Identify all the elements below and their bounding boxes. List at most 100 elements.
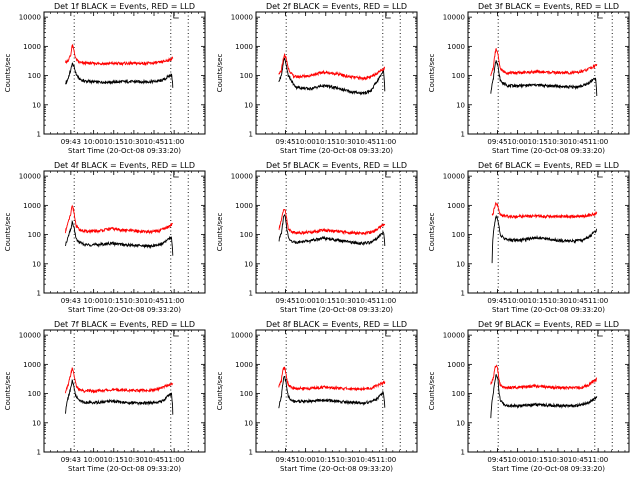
y-tick-label: 10 <box>456 260 465 268</box>
y-tick-label: 1000 <box>447 361 465 369</box>
x-axis-label: Start Time (20-Oct-08 09:33:20) <box>492 465 605 473</box>
x-tick-label: 09:45 <box>275 297 295 305</box>
y-tick-label: 1000 <box>23 202 41 210</box>
y-tick-label: 10000 <box>19 173 41 181</box>
y-axis-label: Counts/sec <box>428 372 436 411</box>
y-tick-label: 1 <box>461 449 465 457</box>
panel-title: Det 4f BLACK = Events, RED = LLD <box>54 161 195 170</box>
x-tick-label: 10:00 <box>84 138 104 146</box>
y-tick-label: 100 <box>240 231 253 239</box>
lld-series-line <box>490 48 598 76</box>
x-axis-label: Start Time (20-Oct-08 09:33:20) <box>68 465 181 473</box>
x-tick-label: 10:00 <box>296 297 316 305</box>
interval-bracket-icon <box>597 171 603 178</box>
x-tick-label: 09:45 <box>487 297 507 305</box>
y-tick-label: 1 <box>461 131 465 139</box>
y-tick-label: 10000 <box>443 332 465 340</box>
y-tick-label: 1 <box>37 290 41 298</box>
x-axis-label: Start Time (20-Oct-08 09:33:20) <box>492 147 605 155</box>
lld-series-line <box>490 364 597 391</box>
y-tick-label: 100 <box>240 72 253 80</box>
x-tick-label: 10:30 <box>124 297 144 305</box>
x-tick-label: 09:45 <box>275 456 295 464</box>
x-tick-label: 11:00 <box>376 297 396 305</box>
x-tick-label: 10:45 <box>144 456 164 464</box>
y-axis-label: Counts/sec <box>216 54 224 93</box>
x-tick-label: 10:15 <box>528 456 548 464</box>
y-tick-label: 10 <box>244 260 253 268</box>
y-tick-label: 1 <box>37 449 41 457</box>
x-tick-label: 10:45 <box>356 456 376 464</box>
interval-bracket-icon <box>597 330 603 337</box>
y-tick-label: 1000 <box>23 361 41 369</box>
y-axis-label: Counts/sec <box>4 213 12 252</box>
panel-det-6: Det 6f BLACK = Events, RED = LLD Counts/s… <box>428 161 630 314</box>
x-tick-label: 09:43 <box>61 456 81 464</box>
plot-frame <box>43 329 206 453</box>
events-series-line <box>65 220 174 256</box>
y-tick-label: 10000 <box>19 14 41 22</box>
plot-frame <box>255 170 418 294</box>
lld-series-line <box>65 367 174 394</box>
x-tick-label: 10:45 <box>356 138 376 146</box>
y-tick-label: 10000 <box>443 14 465 22</box>
y-tick-label: 10000 <box>231 14 253 22</box>
x-tick-label: 09:43 <box>61 138 81 146</box>
y-axis-label: Counts/sec <box>216 213 224 252</box>
events-series-line <box>490 374 598 419</box>
x-axis-label: Start Time (20-Oct-08 09:33:20) <box>280 147 393 155</box>
y-tick-label: 1 <box>249 449 253 457</box>
y-tick-label: 10 <box>244 419 253 427</box>
y-tick-label: 100 <box>28 231 41 239</box>
x-tick-label: 10:15 <box>316 456 336 464</box>
x-tick-label: 09:45 <box>275 138 295 146</box>
plot-frame <box>43 11 206 135</box>
y-tick-label: 10000 <box>231 332 253 340</box>
x-tick-label: 10:15 <box>104 456 124 464</box>
x-tick-label: 10:45 <box>144 297 164 305</box>
x-tick-label: 10:45 <box>568 297 588 305</box>
panel-det-4: Det 4f BLACK = Events, RED = LLD Counts/s… <box>4 161 206 314</box>
panel-det-7: Det 7f BLACK = Events, RED = LLD Counts/s… <box>4 320 206 473</box>
events-series-line <box>490 60 598 97</box>
panel-det-1: Det 1f BLACK = Events, RED = LLD Counts/s… <box>4 2 206 155</box>
y-tick-label: 10 <box>32 419 41 427</box>
y-tick-label: 10000 <box>443 173 465 181</box>
panel-title: Det 9f BLACK = Events, RED = LLD <box>478 320 619 329</box>
x-tick-label: 10:30 <box>336 456 356 464</box>
x-tick-label: 10:00 <box>508 297 528 305</box>
y-tick-label: 1000 <box>447 43 465 51</box>
x-tick-label: 11:00 <box>164 297 184 305</box>
x-tick-label: 11:00 <box>588 138 608 146</box>
x-axis-label: Start Time (20-Oct-08 09:33:20) <box>280 306 393 314</box>
panel-det-9: Det 9f BLACK = Events, RED = LLD Counts/s… <box>428 320 630 473</box>
x-tick-label: 10:30 <box>548 138 568 146</box>
panel-det-3: Det 3f BLACK = Events, RED = LLD Counts/s… <box>428 2 630 155</box>
lld-series-line <box>278 208 386 236</box>
events-series-line <box>65 379 174 415</box>
y-axis-label: Counts/sec <box>428 54 436 93</box>
interval-bracket-icon <box>385 12 391 19</box>
y-tick-label: 1 <box>37 131 41 139</box>
panel-title: Det 2f BLACK = Events, RED = LLD <box>266 2 407 11</box>
x-tick-label: 11:00 <box>376 138 396 146</box>
y-tick-label: 10 <box>456 419 465 427</box>
y-axis-label: Counts/sec <box>4 54 12 93</box>
panel-title: Det 7f BLACK = Events, RED = LLD <box>54 320 195 329</box>
x-tick-label: 10:15 <box>104 138 124 146</box>
lld-series-line <box>491 201 598 220</box>
panel-det-2: Det 2f BLACK = Events, RED = LLD Counts/s… <box>216 2 418 155</box>
x-tick-label: 10:45 <box>568 456 588 464</box>
x-tick-label: 10:30 <box>336 138 356 146</box>
lld-series-line <box>278 366 386 392</box>
panel-title: Det 6f BLACK = Events, RED = LLD <box>478 161 619 170</box>
y-tick-label: 100 <box>452 231 465 239</box>
panel-det-8: Det 8f BLACK = Events, RED = LLD Counts/s… <box>216 320 418 473</box>
x-tick-label: 10:15 <box>316 297 336 305</box>
interval-bracket-icon <box>173 330 179 337</box>
events-series-line <box>278 57 386 96</box>
y-tick-label: 1000 <box>235 361 253 369</box>
plot-frame <box>43 170 206 294</box>
y-tick-label: 100 <box>28 390 41 398</box>
lld-series-line <box>65 43 174 67</box>
